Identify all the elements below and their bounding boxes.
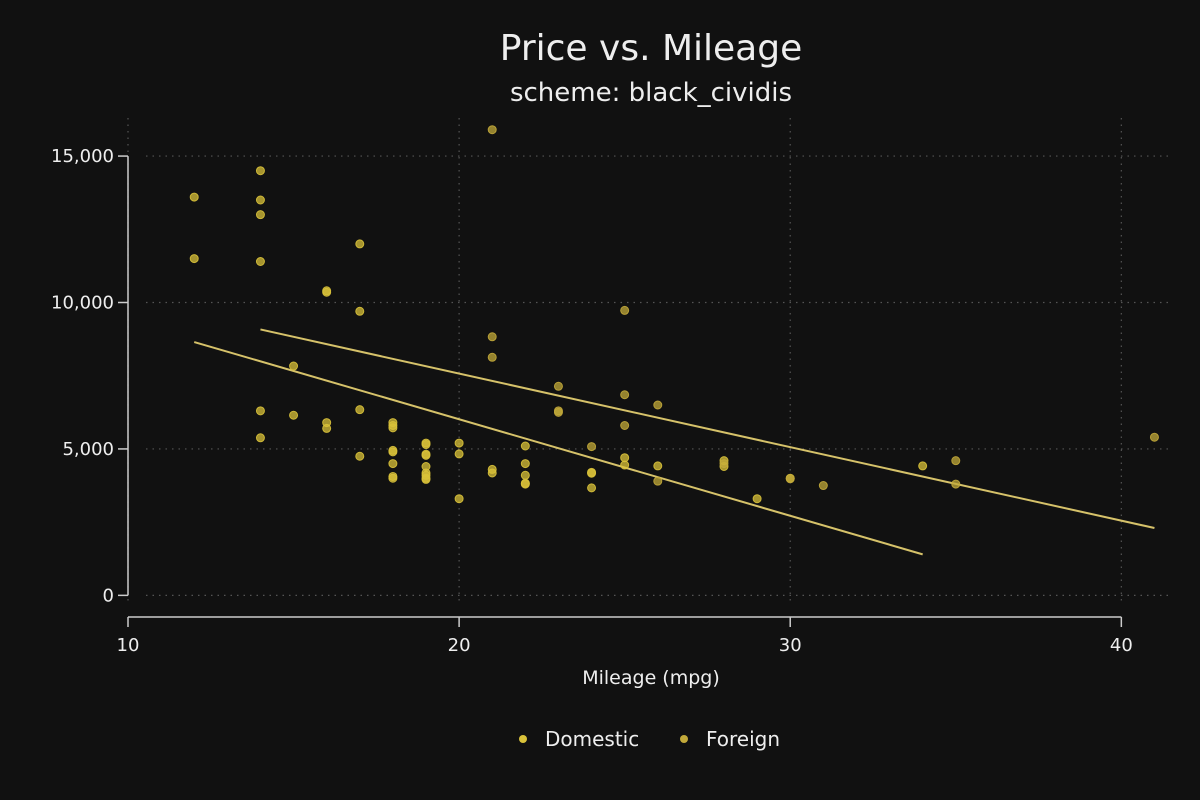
point-domestic-15 — [355, 306, 365, 316]
point-foreign-5 — [553, 407, 563, 417]
point-domestic-35 — [454, 438, 464, 448]
point-domestic-48 — [620, 453, 630, 463]
point-domestic-17 — [355, 451, 365, 461]
fit-lines — [193, 328, 1155, 556]
point-domestic-50 — [653, 461, 663, 471]
chart-subtitle: scheme: black_cividis — [510, 78, 792, 108]
x-tick-label-3: 40 — [1110, 635, 1133, 656]
point-domestic-39 — [487, 468, 497, 478]
point-domestic-5 — [255, 257, 265, 266]
point-domestic-14 — [355, 239, 365, 249]
point-foreign-16 — [951, 479, 961, 489]
point-domestic-55 — [918, 461, 928, 471]
point-domestic-42 — [520, 470, 530, 480]
point-domestic-53 — [752, 494, 762, 504]
y-tick-label-2: 10,000 — [51, 293, 114, 314]
point-domestic-11 — [322, 287, 332, 297]
point-foreign-9 — [620, 421, 630, 430]
point-domestic-25 — [388, 473, 398, 483]
x-tick-label-2: 30 — [779, 635, 802, 656]
x-tick-label-0: 10 — [117, 635, 140, 656]
point-domestic-36 — [454, 449, 464, 459]
point-domestic-9 — [289, 410, 299, 420]
point-domestic-46 — [587, 468, 597, 478]
point-domestic-1 — [189, 254, 199, 264]
point-foreign-0 — [487, 125, 497, 135]
point-domestic-3 — [255, 195, 265, 205]
point-domestic-44 — [520, 479, 530, 489]
x-tick-label-1: 20 — [448, 635, 471, 656]
point-foreign-11 — [653, 476, 663, 486]
legend-marker-domestic — [519, 735, 527, 743]
point-foreign-1 — [487, 332, 497, 342]
chart-title: Price vs. Mileage — [500, 28, 802, 69]
point-domestic-49 — [620, 460, 630, 470]
point-domestic-40 — [520, 441, 530, 451]
point-domestic-16 — [355, 405, 365, 415]
point-domestic-0 — [189, 192, 199, 202]
point-foreign-15 — [951, 456, 961, 466]
point-domestic-37 — [454, 494, 464, 504]
point-domestic-7 — [255, 433, 265, 443]
point-foreign-8 — [620, 390, 630, 400]
point-domestic-23 — [388, 459, 398, 469]
y-tick-label-0: 0 — [103, 585, 114, 606]
fit-line-foreign — [260, 328, 1155, 529]
point-domestic-4 — [255, 210, 265, 220]
x-axis-title: Mileage (mpg) — [582, 667, 720, 689]
point-domestic-22 — [388, 447, 398, 457]
legend-marker-foreign — [680, 735, 688, 743]
point-domestic-47 — [587, 483, 597, 493]
legend-label-foreign: Foreign — [706, 727, 780, 751]
point-domestic-27 — [421, 440, 431, 450]
point-domestic-29 — [421, 450, 431, 460]
point-foreign-17 — [1149, 432, 1159, 442]
point-domestic-34 — [421, 474, 431, 484]
point-domestic-20 — [388, 423, 398, 433]
point-foreign-14 — [818, 481, 828, 491]
point-foreign-7 — [620, 305, 630, 315]
point-foreign-6 — [587, 442, 597, 452]
data-points — [189, 125, 1159, 504]
legend: Domestic Foreign — [519, 727, 780, 751]
point-domestic-13 — [322, 423, 332, 433]
point-domestic-41 — [520, 459, 530, 469]
point-foreign-13 — [785, 474, 795, 484]
y-tick-label-1: 5,000 — [62, 439, 114, 460]
point-foreign-12 — [719, 459, 729, 469]
fit-line-domestic — [193, 341, 923, 556]
point-foreign-2 — [487, 352, 497, 362]
point-domestic-8 — [289, 361, 299, 371]
axes-layer: 0 5,000 10,000 15,000 10 20 30 40 — [51, 146, 1133, 656]
point-foreign-10 — [653, 400, 663, 410]
point-domestic-2 — [255, 166, 265, 176]
y-tick-label-3: 15,000 — [51, 146, 114, 167]
point-foreign-3 — [553, 381, 563, 391]
point-domestic-6 — [255, 406, 265, 416]
legend-label-domestic: Domestic — [545, 727, 639, 751]
